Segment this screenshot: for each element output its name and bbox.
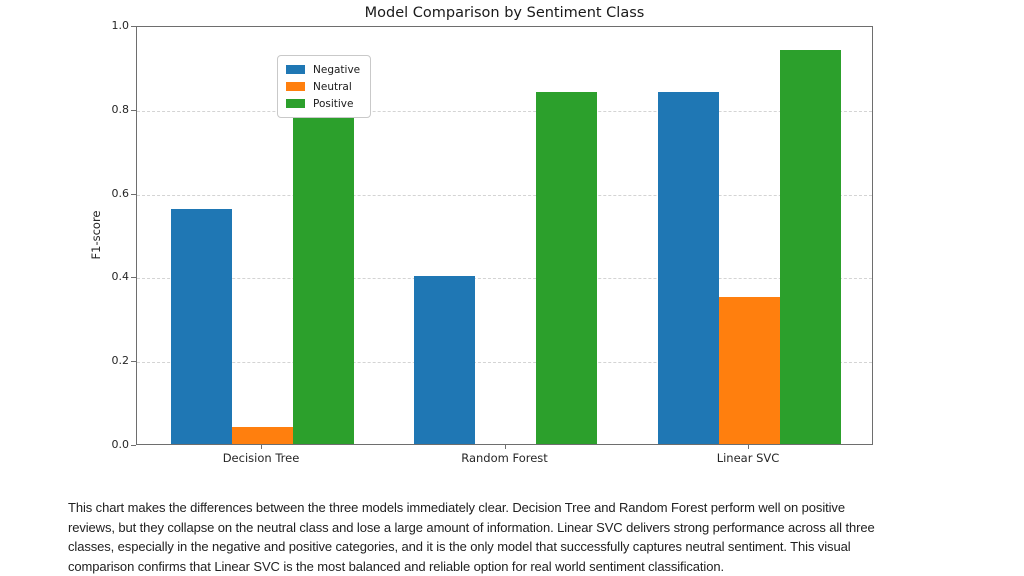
chart-figure: Model Comparison by Sentiment Class F1-s…: [89, 5, 873, 465]
legend-row-negative: Negative: [286, 61, 360, 78]
caption-line: classes, especially in the negative and …: [68, 539, 851, 554]
bar-negative-linear-svc: [657, 92, 719, 444]
ytick-label-1.0: 1.0: [111, 19, 130, 32]
bar-positive-decision-tree: [292, 96, 354, 444]
bar-neutral-linear-svc: [718, 297, 780, 444]
bar-negative-decision-tree: [170, 209, 232, 444]
gridline-0.8: [137, 110, 872, 112]
bar-negative-random-forest: [414, 276, 475, 444]
bar-positive-linear-svc: [779, 50, 841, 444]
legend-swatch-neutral: [286, 82, 305, 91]
bar-positive-random-forest: [536, 92, 597, 444]
gridline-0.6: [137, 194, 872, 196]
legend-label-positive: Positive: [313, 97, 354, 110]
ytick-mark-0.0: [131, 445, 136, 446]
ytick-label-0.8: 0.8: [111, 102, 130, 116]
ytick-label-0.4: 0.4: [111, 270, 130, 284]
ytick-mark-0.8: [131, 109, 136, 111]
caption-line: reviews, but they collapse on the neutra…: [68, 519, 875, 535]
xtick-mark-decision-tree: [261, 445, 262, 449]
bar-neutral-decision-tree: [231, 427, 293, 444]
ytick-label-0.0: 0.0: [111, 438, 130, 451]
legend-swatch-positive: [286, 99, 305, 108]
xtick-label-linear-svc: Linear SVC: [716, 451, 780, 465]
caption-line: comparison confirms that Linear SVC is t…: [68, 558, 724, 574]
plot-area: Negative Neutral Positive: [136, 26, 873, 445]
ytick-mark-1.0: [131, 26, 136, 27]
y-axis-label: F1-score: [89, 210, 103, 260]
legend-row-positive: Positive: [286, 95, 360, 112]
xtick-mark-random-forest: [504, 445, 506, 449]
legend-label-negative: Negative: [313, 63, 361, 76]
gridline-0.2: [137, 362, 872, 364]
gridline-0.4: [137, 278, 872, 280]
legend-swatch-negative: [286, 65, 305, 74]
ytick-label-0.6: 0.6: [111, 186, 130, 200]
legend: Negative Neutral Positive: [277, 55, 372, 118]
legend-row-neutral: Neutral: [286, 78, 360, 95]
ytick-mark-0.4: [131, 277, 136, 279]
legend-label-neutral: Neutral: [313, 80, 352, 93]
xtick-label-decision-tree: Decision Tree: [222, 451, 300, 465]
ytick-mark-0.2: [131, 361, 136, 363]
caption-line: This chart makes the differences between…: [68, 500, 845, 515]
chart-title: Model Comparison by Sentiment Class: [364, 5, 645, 21]
xtick-mark-linear-svc: [748, 445, 749, 449]
ytick-mark-0.6: [131, 193, 136, 195]
ytick-label-0.2: 0.2: [111, 354, 130, 368]
caption: This chart makes the differences between…: [68, 498, 988, 576]
xtick-label-random-forest: Random Forest: [461, 451, 548, 465]
